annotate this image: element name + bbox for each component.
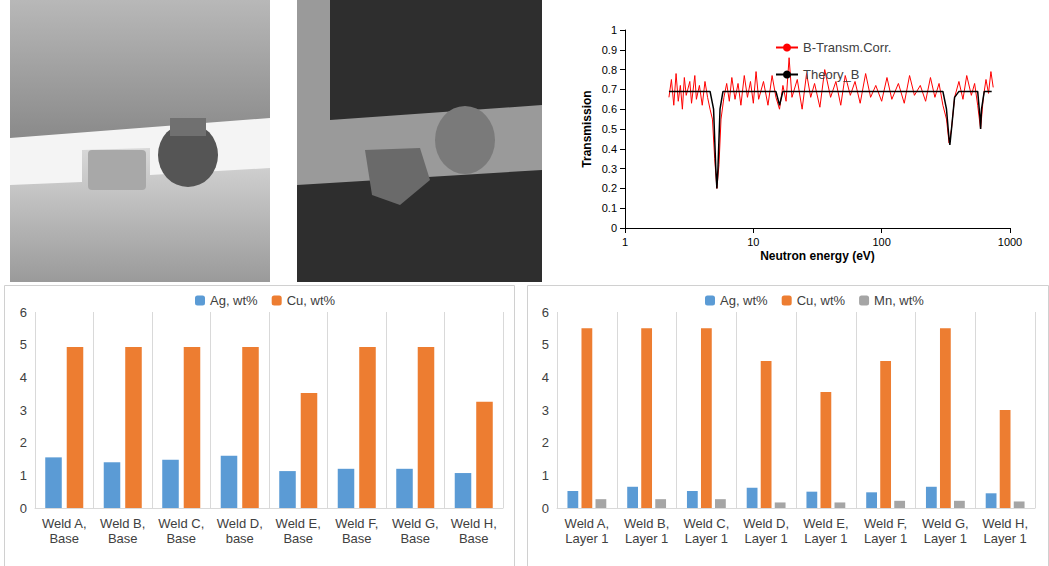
svg-text:Weld D,: Weld D, [217,516,263,531]
svg-text:6: 6 [20,305,27,320]
svg-text:Weld C,: Weld C, [683,516,729,531]
svg-text:5: 5 [20,337,27,352]
svg-text:Weld H,: Weld H, [451,516,497,531]
svg-text:Layer 1: Layer 1 [625,531,668,546]
svg-text:Mn, wt%: Mn, wt% [874,293,924,308]
svg-text:Layer 1: Layer 1 [924,531,967,546]
svg-text:Layer 1: Layer 1 [565,531,608,546]
svg-text:Layer 1: Layer 1 [685,531,728,546]
svg-text:0.7: 0.7 [602,83,617,95]
svg-text:0.2: 0.2 [602,182,617,194]
svg-text:Base: Base [459,531,489,546]
svg-text:3: 3 [20,403,27,418]
svg-text:Weld B,: Weld B, [624,516,669,531]
svg-text:0: 0 [20,501,27,516]
svg-text:Base: Base [400,531,430,546]
svg-text:Weld E,: Weld E, [276,516,321,531]
svg-text:3: 3 [542,403,549,418]
svg-text:Cu, wt%: Cu, wt% [287,293,336,308]
svg-text:Layer 1: Layer 1 [804,531,847,546]
svg-text:base: base [226,531,254,546]
svg-text:4: 4 [20,370,27,385]
svg-text:Weld F,: Weld F, [335,516,378,531]
svg-text:2: 2 [20,435,27,450]
svg-text:0.4: 0.4 [602,143,617,155]
svg-text:Weld A,: Weld A, [42,516,87,531]
svg-text:Ag, wt%: Ag, wt% [720,293,768,308]
svg-text:Layer 1: Layer 1 [744,531,787,546]
svg-text:1000: 1000 [998,236,1022,248]
svg-text:1: 1 [20,468,27,483]
svg-text:B-Transm.Corr.: B-Transm.Corr. [803,40,891,55]
svg-text:0.1: 0.1 [602,202,617,214]
svg-text:0.3: 0.3 [602,163,617,175]
svg-text:Base: Base [108,531,138,546]
svg-text:10: 10 [747,236,759,248]
svg-text:Base: Base [342,531,372,546]
svg-text:1: 1 [611,24,617,36]
svg-text:Layer 1: Layer 1 [864,531,907,546]
svg-text:0.8: 0.8 [602,64,617,76]
svg-text:Weld B,: Weld B, [100,516,145,531]
svg-text:100: 100 [872,236,890,248]
svg-text:0.6: 0.6 [602,103,617,115]
svg-text:1: 1 [542,468,549,483]
svg-text:0.9: 0.9 [602,44,617,56]
svg-text:Weld F,: Weld F, [864,516,907,531]
svg-text:Weld G,: Weld G, [922,516,969,531]
svg-text:Neutron energy (eV): Neutron energy (eV) [760,249,875,263]
svg-text:Base: Base [49,531,79,546]
svg-text:Cu, wt%: Cu, wt% [797,293,846,308]
svg-text:Weld E,: Weld E, [803,516,848,531]
svg-text:5: 5 [542,337,549,352]
svg-text:Theory_B: Theory_B [803,67,859,82]
svg-text:2: 2 [542,435,549,450]
svg-text:0: 0 [611,222,617,234]
svg-text:Layer 1: Layer 1 [983,531,1026,546]
svg-text:0.5: 0.5 [602,123,617,135]
svg-text:1: 1 [622,236,628,248]
svg-text:6: 6 [542,305,549,320]
svg-text:Base: Base [166,531,196,546]
svg-text:Weld H,: Weld H, [982,516,1028,531]
svg-text:Weld A,: Weld A, [565,516,610,531]
svg-text:Weld C,: Weld C, [158,516,204,531]
svg-text:Weld D,: Weld D, [743,516,789,531]
svg-text:0: 0 [542,501,549,516]
svg-text:Transmission: Transmission [580,90,594,167]
svg-text:Base: Base [283,531,313,546]
svg-text:4: 4 [542,370,549,385]
svg-text:Ag, wt%: Ag, wt% [210,293,258,308]
svg-text:Weld G,: Weld G, [392,516,439,531]
